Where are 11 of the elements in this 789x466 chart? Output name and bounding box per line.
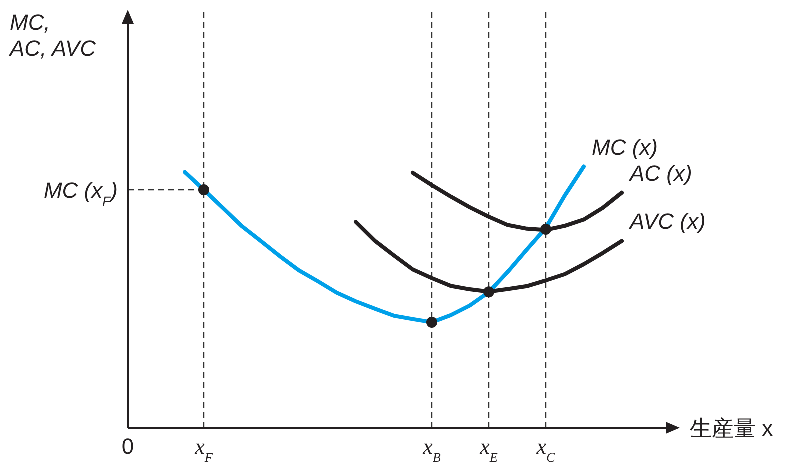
series-label: MC (x) xyxy=(592,134,658,160)
series-label: AVC (x) xyxy=(628,209,706,234)
x-tick-label: x$_{C}$ xyxy=(536,434,556,464)
x-tick-label: x$_{F}$ xyxy=(194,434,214,464)
x-tick-label: x$_{B}$ xyxy=(422,434,441,464)
y-axis-title: MC, AC, AVC xyxy=(8,10,96,61)
x-axis-title: 生産量 x xyxy=(690,416,774,441)
x-tick-label: 0 xyxy=(122,434,134,459)
series-label: AC (x) xyxy=(628,160,692,186)
ref-line-label: MC (x$_{F}$) xyxy=(44,178,118,208)
x-tick-label: x$_{E}$ xyxy=(479,434,498,464)
